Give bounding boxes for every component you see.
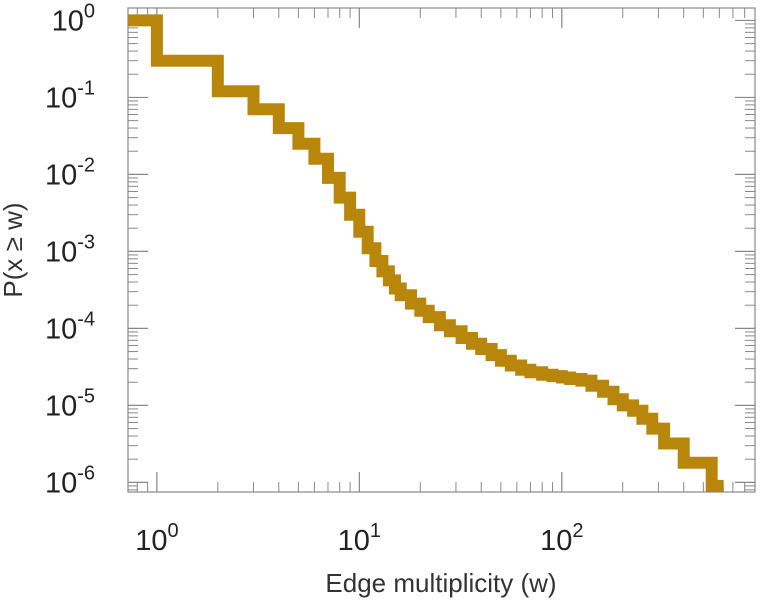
y-tick-label: 10-5 [45,385,95,422]
ccdf-step-line [128,14,724,492]
y-tick-label: 100 [52,0,95,37]
x-tick-labels: 100 101 102 [135,520,583,557]
y-tick-label: 10-3 [45,231,95,268]
plot-frame [127,7,756,493]
major-ticks [128,8,755,492]
x-tick-label: 102 [540,520,583,557]
y-tick-label: 10-6 [45,462,95,499]
y-tick-label: 10-1 [45,77,95,114]
y-tick-labels: 100 10-1 10-2 10-3 10-4 10-5 10-6 [45,0,95,499]
x-axis-label: Edge multiplicity (w) [325,568,556,598]
series-layer [128,14,724,492]
x-tick-label: 100 [135,520,178,557]
minor-ticks [128,8,756,492]
x-tick-label: 101 [338,520,381,557]
y-axis-label: P(x ≥ w) [0,202,28,297]
y-tick-label: 10-4 [45,308,95,345]
y-tick-label: 10-2 [45,154,95,191]
